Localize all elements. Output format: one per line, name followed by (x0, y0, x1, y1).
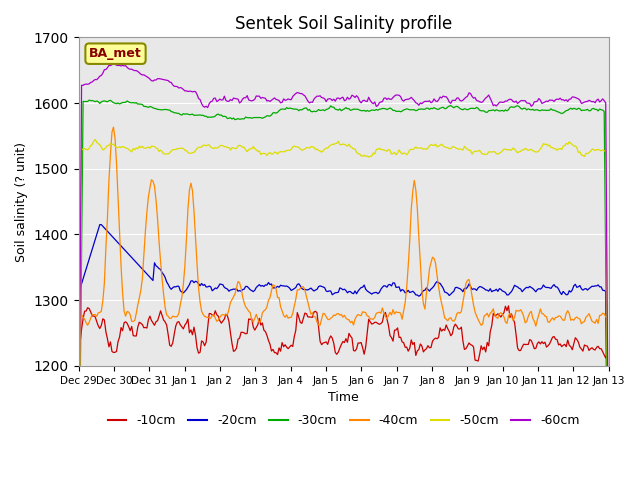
-10cm (319, 340, 327, 346)
-10cm (216, 318, 223, 324)
-10cm (504, 303, 512, 309)
Title: Sentek Soil Salinity profile: Sentek Soil Salinity profile (235, 15, 452, 33)
-10cm (584, 343, 591, 349)
-60cm (321, 96, 328, 102)
Line: -50cm: -50cm (79, 140, 609, 480)
-60cm (599, 96, 607, 102)
X-axis label: Time: Time (328, 391, 359, 404)
-20cm (96, 222, 104, 228)
-50cm (321, 146, 328, 152)
-40cm (389, 307, 397, 312)
-30cm (584, 107, 591, 112)
-40cm (584, 313, 591, 319)
-20cm (584, 287, 591, 293)
-20cm (75, 291, 83, 297)
-50cm (92, 137, 99, 143)
-50cm (599, 147, 607, 153)
-30cm (321, 108, 328, 114)
Line: -20cm: -20cm (79, 225, 609, 480)
-60cm (109, 60, 117, 66)
Line: -40cm: -40cm (79, 127, 609, 480)
-60cm (584, 98, 591, 104)
Line: -30cm: -30cm (79, 100, 609, 480)
-20cm (389, 280, 397, 286)
-10cm (357, 340, 365, 346)
Y-axis label: Soil salinity (? unit): Soil salinity (? unit) (15, 142, 28, 262)
-50cm (218, 143, 225, 148)
Line: -10cm: -10cm (79, 306, 609, 480)
-10cm (388, 335, 396, 340)
-20cm (359, 284, 367, 290)
-60cm (389, 95, 397, 100)
-40cm (599, 310, 607, 316)
-30cm (599, 107, 607, 113)
Legend: -10cm, -20cm, -30cm, -40cm, -50cm, -60cm: -10cm, -20cm, -30cm, -40cm, -50cm, -60cm (102, 409, 585, 432)
-40cm (359, 309, 367, 315)
-40cm (109, 124, 117, 130)
-40cm (218, 312, 225, 318)
-10cm (599, 349, 607, 355)
-60cm (218, 97, 225, 103)
-40cm (321, 311, 328, 317)
Line: -60cm: -60cm (79, 63, 609, 480)
-20cm (321, 285, 328, 290)
-50cm (584, 151, 591, 156)
-50cm (359, 153, 367, 159)
-60cm (359, 98, 367, 104)
-20cm (599, 288, 607, 293)
-30cm (389, 108, 397, 113)
-30cm (218, 112, 225, 118)
-50cm (389, 151, 397, 156)
-20cm (218, 281, 225, 287)
Text: BA_met: BA_met (89, 47, 142, 60)
-30cm (85, 97, 93, 103)
-30cm (359, 108, 367, 114)
